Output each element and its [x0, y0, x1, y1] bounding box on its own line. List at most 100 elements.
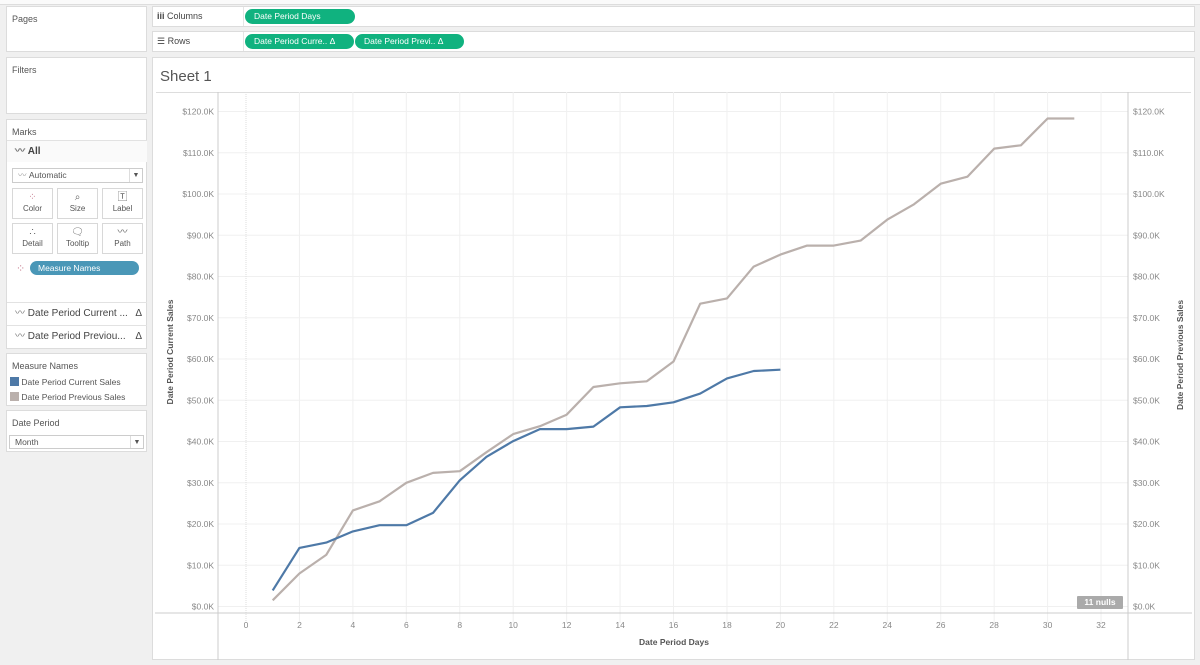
x-tick-label: 26: [936, 620, 946, 630]
legend-item-previous[interactable]: Date Period Previous Sales: [10, 392, 125, 402]
x-tick-label: 28: [989, 620, 999, 630]
y-axis-title-right: Date Period Previous Sales: [1175, 300, 1185, 410]
columns-pill-date-period-days[interactable]: Date Period Days: [245, 9, 355, 24]
marks-all-row[interactable]: 〰 All: [7, 140, 147, 162]
date-period-select[interactable]: Month ▼: [9, 435, 144, 449]
x-tick-label: 4: [351, 620, 356, 630]
y-tick-label-right: $10.0K: [1133, 560, 1160, 570]
delta-icon: Δ: [135, 308, 142, 319]
marks-all-label: All: [27, 146, 41, 157]
pages-title: Pages: [12, 14, 38, 24]
y-tick-label-right: $60.0K: [1133, 354, 1160, 364]
color-legend: Measure Names Date Period Current Sales …: [6, 353, 147, 406]
card-label: Date Period Previou...: [27, 331, 126, 342]
detail-button[interactable]: ∴ Detail: [12, 223, 53, 254]
date-period-parameter: Date Period Month ▼: [6, 410, 147, 452]
rows-pill-previous[interactable]: Date Period Previ.. Δ: [355, 34, 464, 49]
color-button[interactable]: ⁘ Color: [12, 188, 53, 219]
size-label: Size: [69, 204, 86, 213]
marks-card-previous[interactable]: 〰 Date Period Previou... Δ: [7, 325, 147, 347]
path-icon: 〰: [117, 227, 128, 238]
line-icon: 〰: [15, 146, 25, 157]
y-tick-label-left: $120.0K: [182, 107, 214, 117]
tooltip-label: Tooltip: [65, 239, 90, 248]
x-tick-label: 16: [669, 620, 679, 630]
legend-swatch: [10, 377, 19, 386]
y-tick-label-right: $20.0K: [1133, 519, 1160, 529]
y-tick-label-left: $100.0K: [182, 189, 214, 199]
series-line-current: [271, 368, 781, 591]
rows-pill-current[interactable]: Date Period Curre.. Δ: [245, 34, 354, 49]
filters-title: Filters: [12, 65, 37, 75]
columns-label: Columns: [167, 11, 203, 21]
label-label: Label: [112, 204, 133, 213]
x-tick-label: 18: [722, 620, 732, 630]
line-icon: 〰: [15, 308, 25, 319]
sheet-title: Sheet 1: [160, 68, 212, 85]
x-tick-label: 24: [883, 620, 893, 630]
y-tick-label-left: $80.0K: [187, 272, 214, 282]
tab-strip: [0, 0, 1200, 5]
y-tick-label-right: $50.0K: [1133, 395, 1160, 405]
path-label: Path: [114, 239, 131, 248]
marks-card: Marks 〰 All 〰 Automatic ▼ ⁘ Color ⌕ Size 🅃 L…: [6, 119, 147, 349]
line-icon: 〰: [18, 170, 27, 180]
y-tick-label-right: $100.0K: [1133, 189, 1165, 199]
detail-icon: ∴: [29, 227, 36, 238]
x-tick-label: 20: [776, 620, 786, 630]
marks-card-current[interactable]: 〰 Date Period Current ... Δ: [7, 302, 147, 324]
chevron-down-icon: ▼: [129, 169, 142, 182]
tooltip-button[interactable]: 🗨 Tooltip: [57, 223, 98, 254]
parameter-value: Month: [15, 437, 39, 447]
size-button[interactable]: ⌕ Size: [57, 188, 98, 219]
rows-icon: ☰: [157, 36, 166, 46]
rows-label: Rows: [167, 36, 191, 46]
legend-label: Date Period Current Sales: [21, 377, 121, 387]
y-tick-label-left: $10.0K: [187, 560, 214, 570]
y-tick-label-right: $120.0K: [1133, 107, 1165, 117]
label-button[interactable]: 🅃 Label: [102, 188, 143, 219]
path-button[interactable]: 〰 Path: [102, 223, 143, 254]
chevron-down-icon: ▼: [130, 436, 143, 448]
x-tick-label: 32: [1096, 620, 1106, 630]
y-tick-label-left: $70.0K: [187, 313, 214, 323]
measure-names-pill[interactable]: Measure Names: [30, 261, 139, 275]
y-tick-label-right: $90.0K: [1133, 230, 1160, 240]
y-tick-label-right: $40.0K: [1133, 437, 1160, 447]
y-tick-label-right: $110.0K: [1133, 148, 1164, 158]
delta-icon: Δ: [135, 331, 142, 342]
y-tick-label-right: $30.0K: [1133, 478, 1160, 488]
y-tick-label-left: $40.0K: [187, 437, 214, 447]
mark-type-select[interactable]: 〰 Automatic ▼: [12, 168, 143, 183]
columns-shelf[interactable]: iii Columns Date Period Days: [152, 6, 1195, 27]
color-icon: ⁘: [16, 263, 26, 275]
color-icon: ⁘: [28, 192, 37, 203]
line-icon: 〰: [15, 331, 25, 342]
color-label: Color: [22, 204, 43, 213]
card-label: Date Period Current ...: [27, 308, 128, 319]
nulls-badge[interactable]: 11 nulls: [1077, 596, 1123, 609]
mark-type-value: Automatic: [28, 170, 67, 180]
y-tick-label-right: $70.0K: [1133, 313, 1160, 323]
pages-card: Pages: [6, 6, 147, 52]
y-tick-label-left: $110.0K: [183, 148, 214, 158]
size-icon: ⌕: [74, 192, 81, 203]
x-tick-label: 22: [829, 620, 839, 630]
legend-label: Date Period Previous Sales: [21, 392, 126, 402]
tooltip-icon: 🗨: [71, 227, 84, 238]
legend-swatch: [10, 392, 19, 401]
y-tick-label-left: $30.0K: [187, 478, 214, 488]
x-axis-title: Date Period Days: [639, 637, 709, 647]
columns-icon: iii: [157, 11, 165, 21]
legend-title: Measure Names: [12, 361, 79, 371]
filters-card[interactable]: Filters: [6, 57, 147, 114]
x-tick-label: 14: [615, 620, 625, 630]
rows-shelf[interactable]: ☰ Rows Date Period Curre.. Δ Date Period…: [152, 31, 1195, 52]
legend-item-current[interactable]: Date Period Current Sales: [10, 377, 121, 387]
x-tick-label: 0: [244, 620, 249, 630]
y-tick-label-left: $20.0K: [187, 519, 214, 529]
x-tick-label: 8: [457, 620, 462, 630]
x-tick-label: 30: [1043, 620, 1053, 630]
x-tick-label: 2: [297, 620, 302, 630]
